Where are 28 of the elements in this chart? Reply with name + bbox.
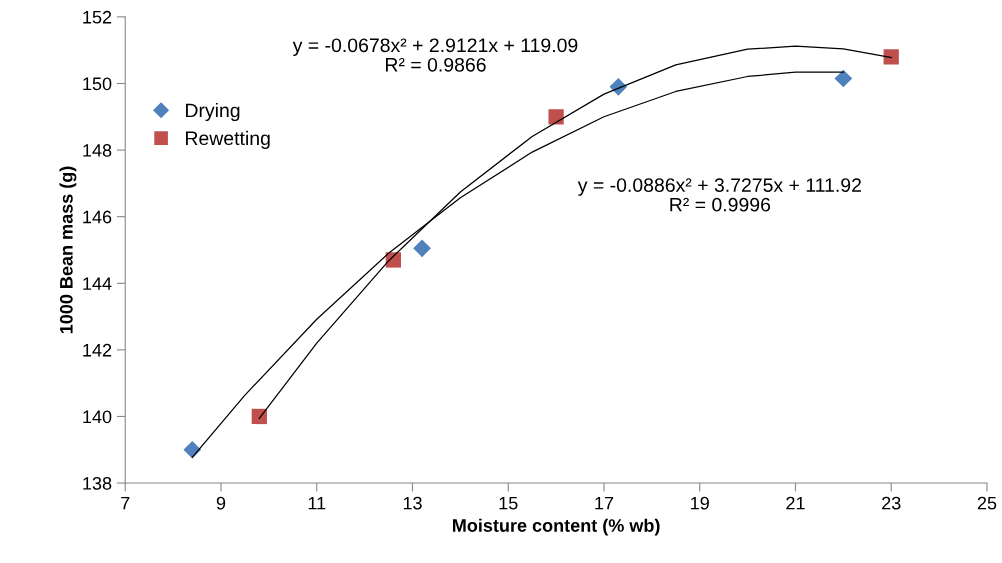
x-axis-title: Moisture content (% wb): [453, 518, 660, 536]
point: [834, 69, 853, 88]
x-tick-label: 21: [786, 496, 805, 510]
x-tick-label: 9: [216, 496, 226, 510]
x-tick-label: 17: [595, 496, 614, 510]
x-tick-label: 25: [977, 496, 997, 510]
x-tick-label: 15: [499, 496, 518, 510]
y-tick-label: 142: [83, 343, 112, 357]
x-tick-label: 19: [691, 496, 709, 510]
x-tick-label: 7: [121, 496, 130, 510]
legend-label: Drying: [186, 102, 240, 122]
y-tick-label: 146: [83, 210, 112, 224]
point: [413, 239, 431, 258]
y-tick-label: 138: [83, 476, 112, 490]
x-tick-label: 13: [403, 496, 422, 510]
legend-label: Rewetting: [186, 130, 270, 149]
x-tick-label: 23: [882, 496, 901, 510]
y-tick-label: 144: [83, 277, 112, 290]
y-tick-label: 140: [83, 410, 112, 424]
point: [883, 49, 899, 65]
y-tick-label: 148: [83, 144, 112, 157]
annotation: y = -0.0886x² + 3.7275x + 111.92 R² = 0.9996: [577, 178, 861, 212]
annotation: y = -0.0678x² + 2.9121x + 119.09 R² = 0.9866: [292, 38, 578, 72]
point: [548, 109, 564, 125]
y-tick-label: 150: [83, 77, 112, 91]
x-tick-label: 11: [308, 496, 326, 510]
y-tick-label: 152: [83, 10, 112, 24]
y-axis-title: 1000 Bean mass (g): [59, 166, 77, 334]
